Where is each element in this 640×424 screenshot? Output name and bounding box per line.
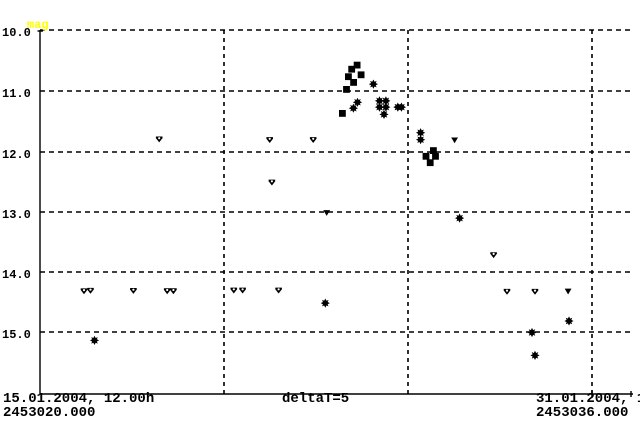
svg-text:2453020.000: 2453020.000 xyxy=(3,405,95,421)
svg-text:11.0: 11.0 xyxy=(2,87,31,101)
svg-text:2453036.000: 2453036.000 xyxy=(536,405,628,421)
svg-text:12.0: 12.0 xyxy=(2,148,31,162)
svg-text:mag: mag xyxy=(27,18,49,32)
svg-text:15.0: 15.0 xyxy=(2,328,31,342)
svg-text:deltaT=5: deltaT=5 xyxy=(282,391,349,407)
svg-text:14.0: 14.0 xyxy=(2,268,31,282)
svg-text:13.0: 13.0 xyxy=(2,208,31,222)
